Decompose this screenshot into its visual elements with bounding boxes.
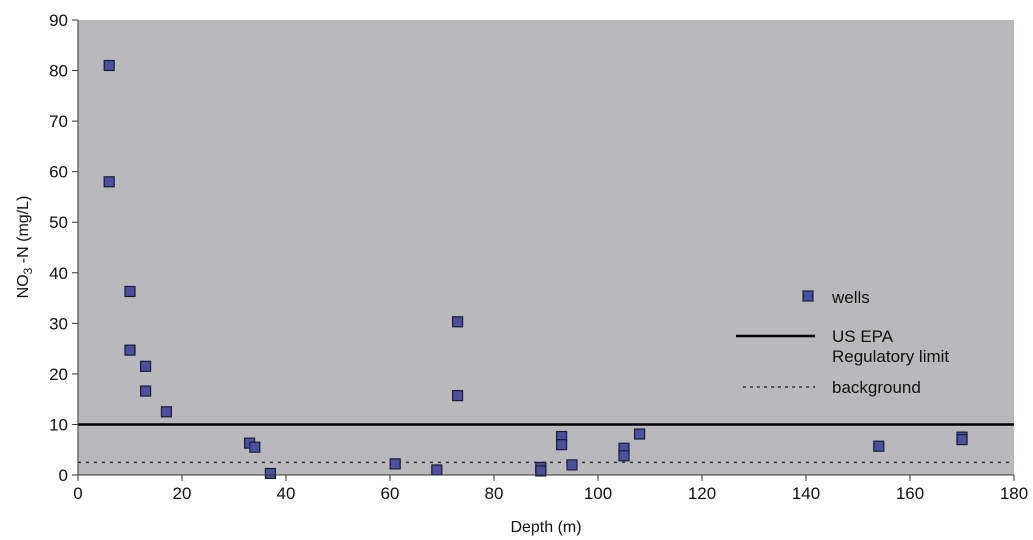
- legend: wells US EPA Regulatory limit background: [736, 288, 949, 397]
- legend-wells-label: wells: [831, 288, 870, 307]
- y-tick-label: 80: [49, 62, 68, 81]
- y-axis-ticks: 0 10 20 30 40 50 60 70 80 90: [49, 11, 78, 485]
- well-point: [956, 434, 968, 446]
- well-point: [140, 385, 152, 397]
- well-point: [249, 441, 261, 453]
- x-tick-label: 100: [584, 484, 612, 503]
- reference-lines: [78, 423, 1014, 464]
- well-point: [160, 406, 172, 418]
- well-point: [124, 285, 136, 298]
- y-tick-label: 20: [49, 365, 68, 384]
- x-tick-label: 140: [792, 484, 820, 503]
- y-axis-title-rest: -N (mg/L): [15, 196, 32, 268]
- x-tick-label: 180: [1000, 484, 1028, 503]
- legend-epa-label-line2: Regulatory limit: [832, 347, 949, 366]
- well-point: [566, 459, 578, 471]
- y-tick-label: 0: [59, 466, 68, 485]
- well-point: [452, 316, 464, 328]
- y-tick-label: 90: [49, 11, 68, 30]
- well-point: [264, 467, 276, 480]
- y-axis-title: NO3 -N (mg/L): [15, 196, 35, 299]
- legend-wells-marker: [802, 290, 814, 302]
- x-tick-label: 40: [277, 484, 296, 503]
- y-axis-title-subscript: 3: [21, 267, 35, 274]
- plot-area: [78, 20, 1014, 475]
- y-tick-label: 10: [49, 415, 68, 434]
- well-point: [389, 458, 401, 470]
- data-points: [103, 59, 968, 480]
- well-point: [633, 428, 646, 440]
- well-point: [555, 439, 568, 451]
- y-tick-label: 50: [49, 213, 68, 232]
- y-tick-label: 70: [49, 112, 68, 131]
- y-tick-label: 60: [49, 163, 68, 182]
- well-point: [103, 59, 115, 72]
- x-axis-title: Depth (m): [510, 519, 581, 536]
- x-tick-label: 60: [381, 484, 400, 503]
- legend-epa-label-line1: US EPA: [832, 327, 894, 346]
- well-point: [618, 450, 630, 462]
- x-tick-label: 20: [173, 484, 192, 503]
- x-tick-label: 80: [485, 484, 504, 503]
- y-axis-title-main: NO: [15, 274, 32, 298]
- well-point: [124, 344, 136, 356]
- well-point: [873, 440, 885, 452]
- x-axis-ticks: 0 20 40 60 80 100 120 140 160 180: [73, 475, 1028, 503]
- legend-background-label: background: [832, 378, 921, 397]
- well-point: [140, 360, 152, 372]
- y-tick-label: 40: [49, 264, 68, 283]
- well-point: [535, 465, 547, 477]
- well-point: [452, 390, 464, 402]
- well-point: [103, 176, 115, 188]
- well-point: [431, 464, 443, 476]
- x-tick-label: 160: [896, 484, 924, 503]
- x-tick-label: 120: [688, 484, 716, 503]
- y-tick-label: 30: [49, 314, 68, 333]
- x-tick-label: 0: [73, 484, 82, 503]
